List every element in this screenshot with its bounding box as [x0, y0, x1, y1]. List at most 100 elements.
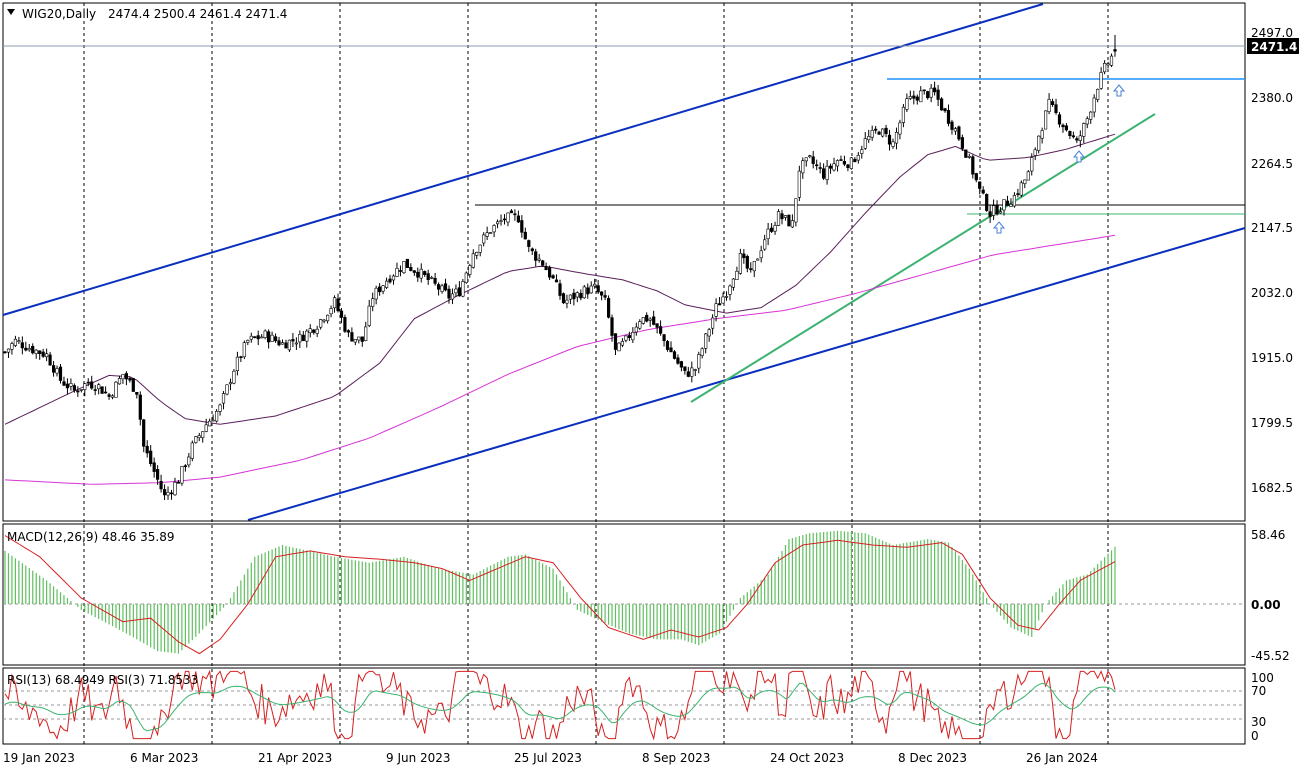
candle-body	[423, 271, 427, 275]
candle-body	[471, 253, 475, 268]
candle-body	[291, 339, 295, 342]
candle-body	[880, 128, 885, 137]
sma-short-line	[4, 133, 1116, 425]
candle-body	[825, 165, 829, 180]
x-tick-label: 25 Jul 2023	[514, 751, 582, 765]
candle-body	[714, 303, 718, 317]
candle-body	[367, 305, 371, 326]
candle-body	[499, 220, 503, 222]
candle-body	[676, 357, 680, 364]
candle-body	[1113, 49, 1117, 52]
candle-body	[218, 404, 222, 412]
candle-body	[239, 356, 243, 359]
candle-body	[776, 211, 781, 226]
macd-label: MACD(12,26,9) 48.46 35.89	[7, 530, 174, 544]
candle-body	[76, 390, 80, 393]
candle-body	[690, 367, 694, 377]
macd-panel[interactable]	[2, 523, 1246, 666]
candle-body	[197, 435, 201, 439]
candle-body	[603, 295, 607, 298]
sma-long-line	[4, 234, 1116, 485]
candle-body	[131, 378, 135, 392]
candle-body	[294, 342, 299, 345]
candle-body	[939, 98, 944, 111]
candle-body	[17, 340, 21, 343]
candle-body	[117, 378, 122, 385]
candle-body	[163, 489, 167, 496]
candle-body	[322, 319, 326, 322]
candle-body	[332, 297, 337, 309]
macd-tick: 58.46	[1251, 528, 1285, 542]
price-tick: 2147.5	[1251, 221, 1293, 235]
candle-body	[846, 164, 850, 168]
triangle-down-icon[interactable]	[7, 9, 15, 15]
candle-body	[263, 330, 267, 338]
rsi-panel[interactable]	[2, 667, 1246, 745]
candle-body	[121, 374, 125, 380]
candle-body	[922, 89, 926, 92]
rsi-tick: 70	[1251, 684, 1266, 698]
candle-body	[974, 173, 978, 181]
candle-body	[488, 232, 493, 234]
candle-body	[430, 277, 434, 279]
candle-body	[419, 268, 423, 279]
candle-body	[159, 480, 163, 490]
candle-body	[686, 371, 690, 377]
candle-body	[634, 326, 638, 333]
macd-signal-line	[4, 535, 1116, 655]
x-tick-label: 26 Jan 2024	[1026, 751, 1098, 765]
candle-body	[506, 212, 510, 223]
candle-body	[735, 270, 739, 280]
candle-body	[232, 370, 236, 384]
candle-body	[10, 343, 14, 350]
candle-body	[790, 220, 794, 228]
macd-signal-path	[4, 535, 1116, 655]
candle-body	[280, 342, 285, 345]
candle-body	[235, 356, 240, 372]
candle-body	[156, 469, 160, 480]
candle-body	[253, 336, 257, 339]
last-price-value: 2471.4	[1251, 40, 1297, 54]
candle-body	[1106, 63, 1110, 66]
candle-body	[898, 122, 902, 135]
candle-body	[665, 341, 670, 350]
candle-body	[1016, 193, 1020, 195]
candle-body	[877, 131, 881, 135]
candle-body	[672, 351, 677, 359]
candle-body	[693, 369, 697, 371]
candle-body	[1078, 135, 1082, 141]
candle-body	[520, 220, 524, 233]
candle-body	[249, 335, 253, 340]
x-tick-label: 9 Jun 2023	[386, 751, 451, 765]
candle-body	[783, 215, 788, 218]
macd-tick: -45.52	[1251, 649, 1290, 663]
candle-body	[1012, 195, 1016, 207]
candle-body	[707, 329, 711, 337]
candle-body	[169, 492, 174, 495]
candle-body	[821, 168, 826, 179]
candle-body	[464, 272, 468, 283]
candle-body	[780, 213, 784, 220]
candle-body	[183, 465, 188, 468]
candle-body	[1071, 135, 1075, 138]
macd-histogram	[4, 530, 1116, 654]
candle-body	[242, 342, 246, 358]
candle-body	[329, 308, 333, 315]
candle-body	[617, 342, 621, 352]
candle-body	[34, 349, 38, 355]
candle-body	[509, 210, 514, 214]
candle-body	[405, 258, 410, 268]
candle-body	[315, 328, 319, 334]
candle-body	[870, 130, 874, 138]
candle-body	[561, 293, 566, 304]
candle-body	[492, 225, 496, 233]
candle-body	[426, 273, 430, 281]
candle-body	[1103, 62, 1107, 73]
candle-body	[485, 232, 489, 237]
candle-body	[683, 366, 687, 371]
candle-body	[90, 381, 94, 389]
price-panel[interactable]	[2, 2, 1246, 522]
candle-body	[72, 385, 76, 391]
candle-body	[256, 335, 260, 340]
